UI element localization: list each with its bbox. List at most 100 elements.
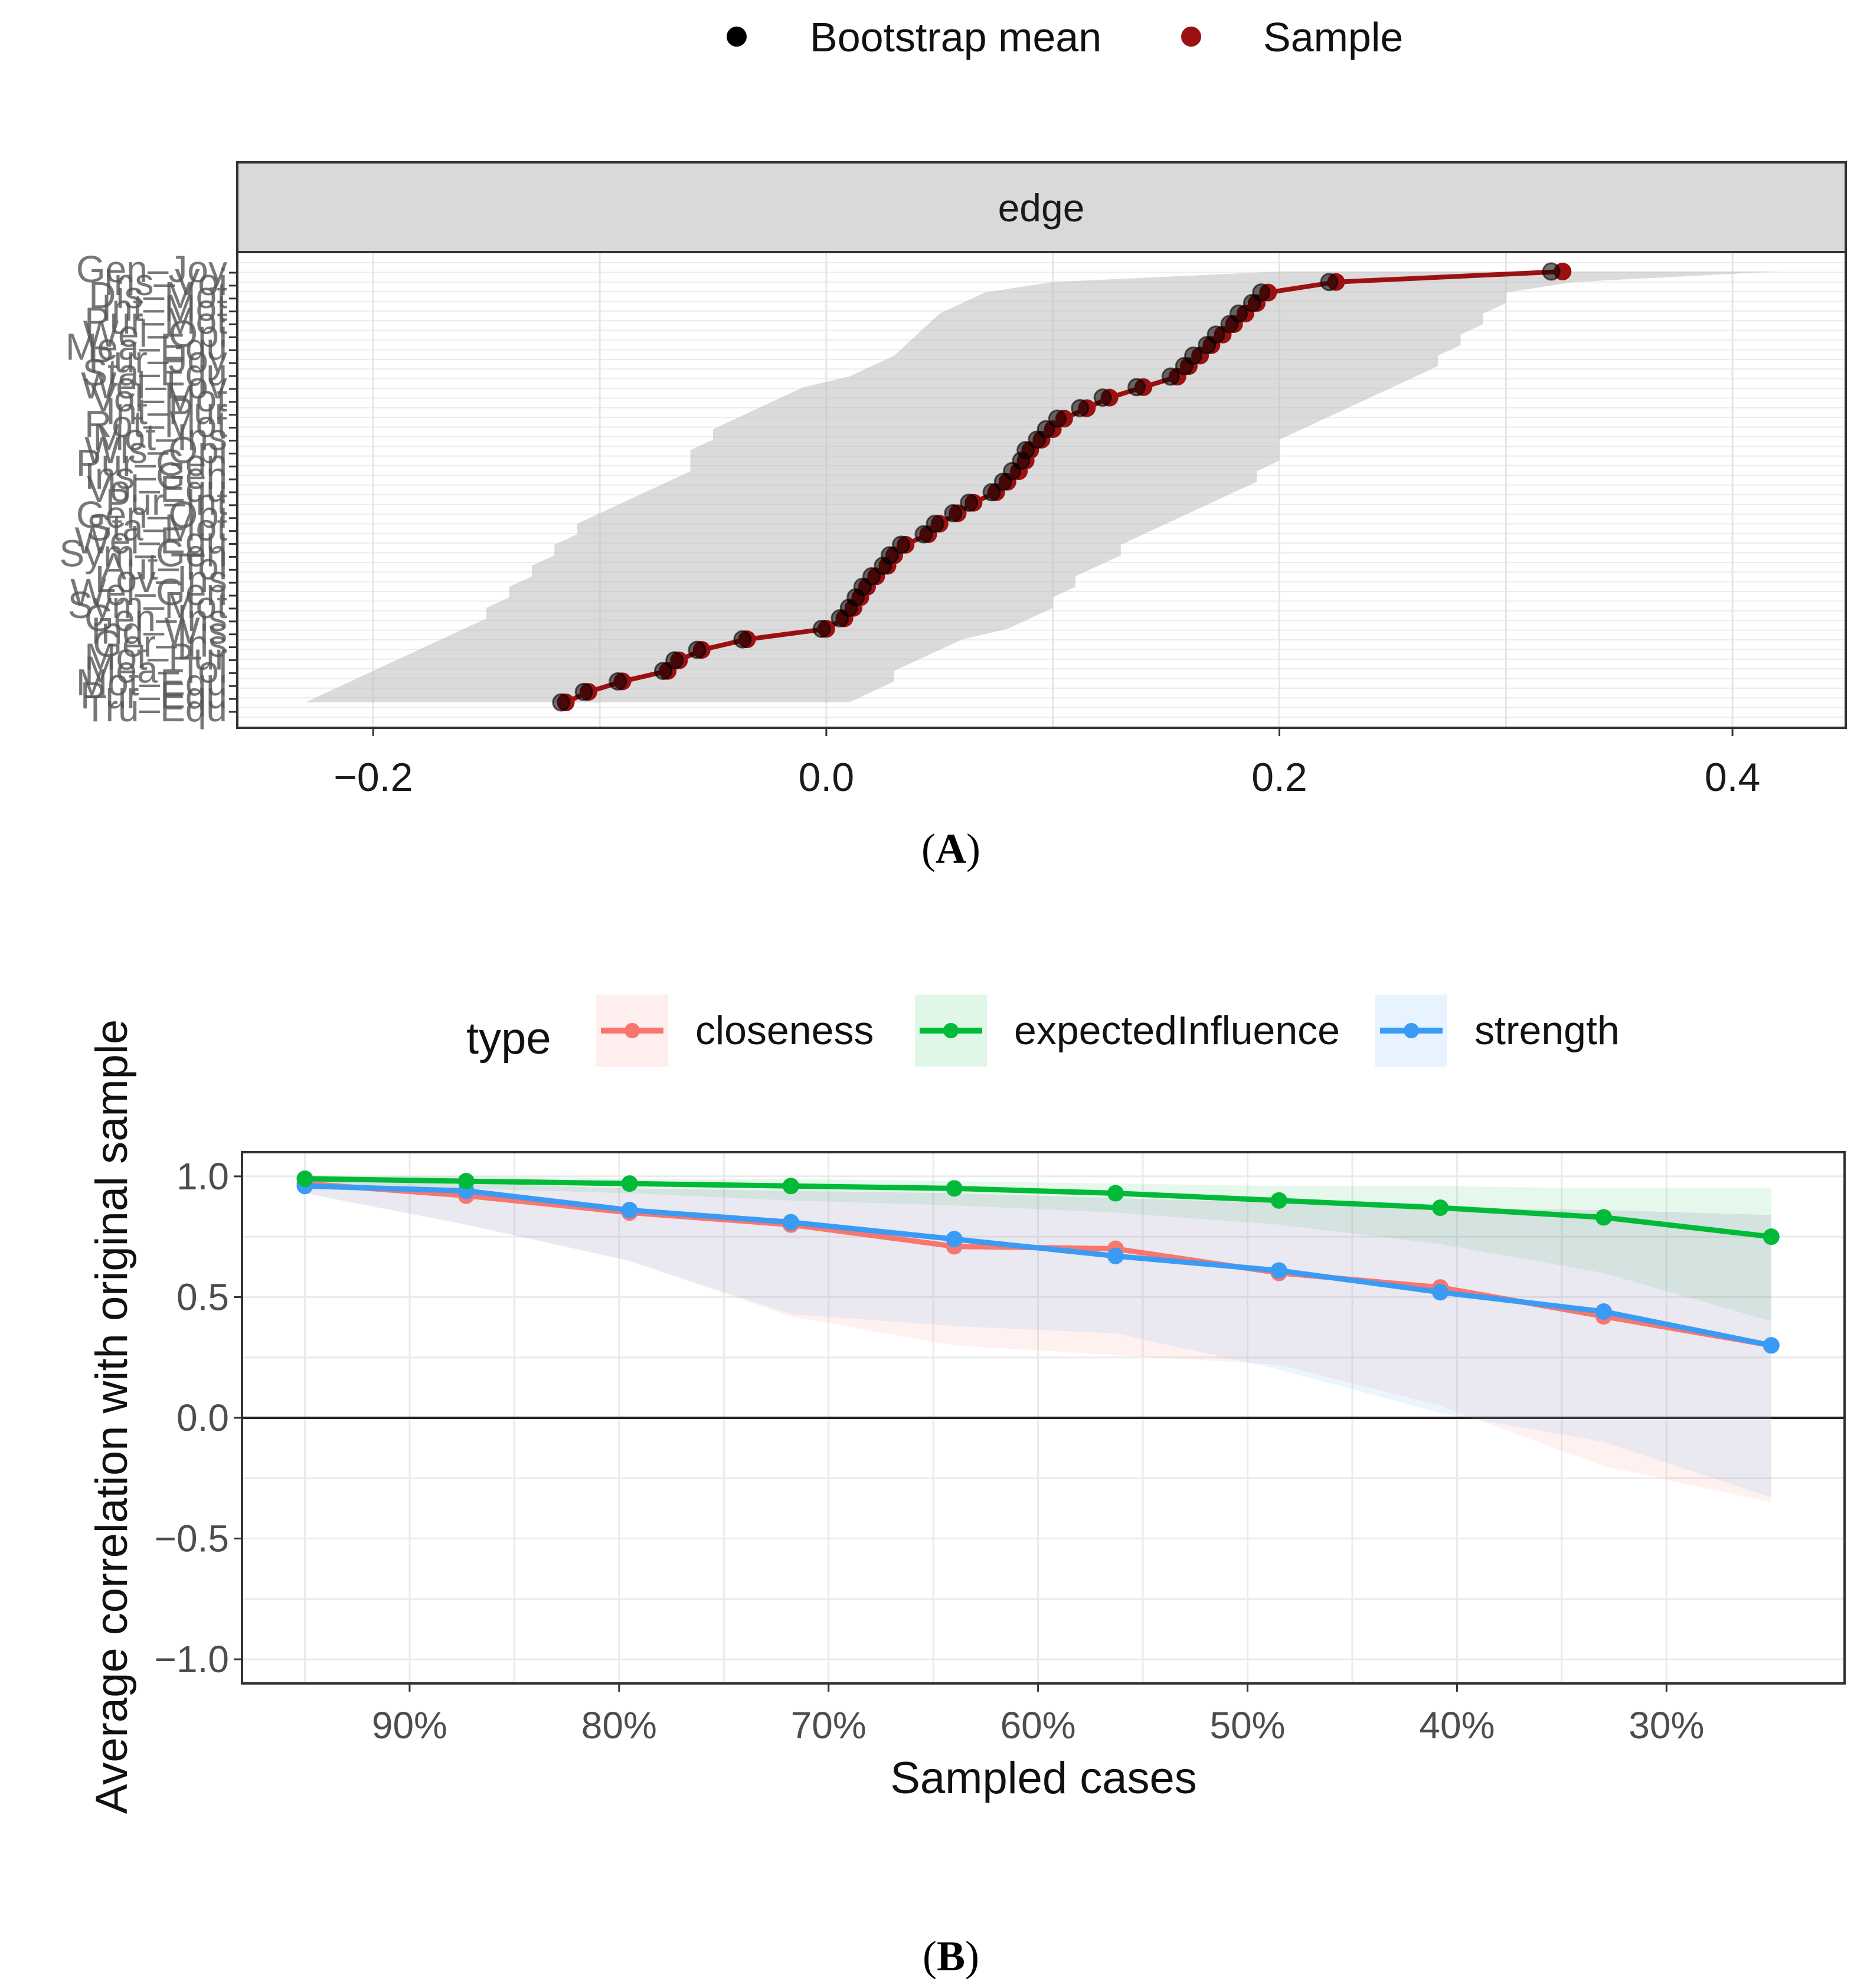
edge-label: Int–Pur [106,390,227,433]
panel-a-label: (A) [921,825,980,872]
expectedInfluence-point [1270,1192,1287,1209]
edge-labels: Gen–JoyIns–VoiDis–MotInt–MotPur–MotWel–O… [59,248,237,730]
bootstrap-mean-point [830,609,849,628]
legend-b: type closeness expectedInfluence strength [466,995,1620,1067]
strength-point [1763,1337,1780,1354]
edge-label: Wel–Lov [81,364,227,407]
expectedInfluence-point [782,1178,799,1195]
edge-label: Wls–Opi [84,429,227,471]
expectedInfluence-point [946,1180,963,1197]
bootstrap-mean-point [1198,336,1217,355]
expectedInfluence-point [1763,1228,1780,1245]
edge-label: Rot–Mot [84,403,227,446]
strength-ribbon [305,1176,1771,1497]
expectedInfluence-line [305,1176,1772,1240]
expectedInfluence-point [1107,1185,1124,1202]
edge-label: Ger–Ins [93,623,227,665]
bootstrap-mean-point [926,514,944,533]
legend-sample-marker [1181,27,1201,47]
facet-strip-label: edge [998,186,1085,230]
bootstrap-mean-point [982,483,1001,502]
panel-b-y-axis: 1.0 0.5 0.0 −0.5 −1.0 [155,1155,242,1680]
bootstrap-mean-point [1093,388,1112,407]
strength-point [1107,1247,1124,1264]
closeness-legend-label: closeness [695,1008,874,1053]
bootstrap-mean-point [874,557,892,576]
bootstrap-mean-point [944,504,963,523]
edge-accuracy-plot [237,252,1846,728]
facet-strip [236,161,1847,253]
edge-label: Lov–Ins [95,558,227,600]
y-axis-title: Average correlation with original sample [87,1019,137,1814]
edge-label: Dis–Mot [89,274,227,316]
expectedInfluence-point [1432,1199,1449,1217]
bootstrap-mean-point [812,619,831,638]
edge-label: Sym–Mot [68,584,228,626]
bootstrap-mean-point [960,493,979,512]
panel-b-label: (B) [923,1933,979,1980]
bootstrap-mean-point [552,693,571,712]
expectedInfluence-point [296,1170,313,1187]
strength-legend-label: strength [1474,1008,1620,1053]
edge-label: Ins–Gen [84,455,227,497]
strength-point [1595,1303,1612,1320]
x-tick-label: 60% [1000,1704,1076,1747]
edge-label: Vol–Mot [91,377,227,420]
bootstrap-mean-point [892,535,911,554]
edge-label: Vol–Equ [87,467,227,510]
edge-label: Gen–Ins [84,597,227,639]
bootstrap-mean-point [1161,367,1180,386]
edge-label: Wel–Equ [74,519,227,562]
legend-bootstrap-mean-marker [727,27,747,47]
edge-label: Gen–Joy [76,248,227,290]
expectedInfluence-ribbon [305,1176,1771,1322]
bootstrap-mean-point [1028,430,1047,449]
x-tick-label: 0.0 [799,755,855,800]
edge-label: Sta–Mot [87,506,228,549]
bootstrap-mean-point [1071,398,1090,417]
panel-b-x-axis: 90% 80% 70% 60% 50% 40% 30% [372,1683,1704,1747]
strength-point [1432,1284,1449,1301]
edge-label: Pur–Int [106,480,228,523]
bootstrap-mean-point [914,525,933,544]
x-tick-label: 0.2 [1251,755,1307,800]
edge-label: Mot–Equ [76,661,227,704]
legend-bootstrap-mean-label: Bootstrap mean [810,14,1101,60]
x-axis-title: Sampled cases [890,1753,1197,1803]
edge-label: Ins–Voi [103,261,227,303]
edge-label: Pur–Gen [76,442,227,484]
bootstrap-mean-point [688,640,707,659]
legend-sample-label: Sample [1263,14,1403,60]
bootstrap-mean-point [993,472,1012,491]
bootstrap-mean-point [609,672,627,691]
legend-a: Bootstrap mean Sample [727,14,1403,60]
y-tick-label: −0.5 [155,1518,229,1560]
edge-label: Pur–Mot [84,300,227,342]
strength-point [1270,1262,1287,1279]
strength-legend-point [1404,1023,1419,1038]
edge-label: Sta–Equ [82,351,227,394]
legend-title: type [466,1013,551,1064]
strength-point [946,1231,963,1248]
expectedInfluence-legend-label: expectedInfluence [1014,1008,1340,1053]
y-tick-label: −1.0 [155,1638,229,1680]
x-tick-label: 40% [1419,1704,1495,1747]
y-tick-label: 0.5 [176,1276,229,1318]
edge-label: Ind–Wis [91,610,227,652]
expectedInfluence-point [457,1173,475,1190]
x-tick-label: −0.2 [333,755,413,800]
x-tick-label: 70% [791,1704,867,1747]
y-tick-label: 1.0 [176,1155,229,1198]
closeness-legend-point [624,1023,640,1038]
bootstrap-mean-point [665,651,684,670]
bootstrap-mean-point [1048,409,1067,428]
x-tick-label: 50% [1209,1704,1285,1747]
bootstrap-mean-point [1127,378,1146,397]
edge-label: Mot–Pur [84,635,227,678]
edge-label: Int–Mot [102,287,228,329]
edge-label: Mea–Tol [84,648,227,691]
bootstrap-mean-point [1542,262,1561,281]
strength-line [305,1183,1772,1348]
expectedInfluence-point [1595,1209,1612,1226]
